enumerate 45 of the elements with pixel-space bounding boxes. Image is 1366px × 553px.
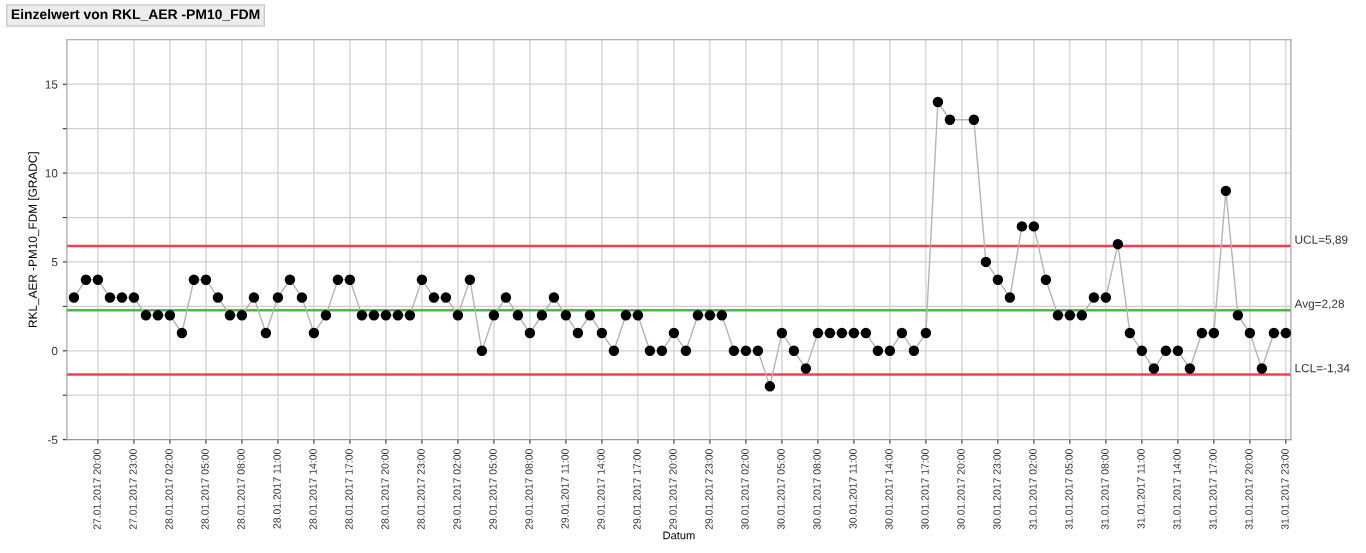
x-axis-title: Datum bbox=[663, 531, 695, 540]
x-tick-label: 28.01.2017 11:00 bbox=[273, 449, 281, 529]
x-tick-label: 31.01.2017 08:00 bbox=[1101, 449, 1109, 530]
x-tick-label: 31.01.2017 17:00 bbox=[1209, 449, 1217, 530]
x-tick-label: 31.01.2017 11:00 bbox=[1137, 449, 1145, 529]
x-tick-label: 28.01.2017 05:00 bbox=[201, 449, 209, 530]
chart-title: Einzelwert von RKL_AER -PM10_FDM bbox=[11, 9, 260, 21]
y-tick-label: 0 bbox=[51, 346, 58, 356]
y-tick-label: 15 bbox=[45, 80, 58, 89]
x-tick-label: 29.01.2017 17:00 bbox=[633, 449, 641, 530]
x-tick-label: 28.01.2017 23:00 bbox=[417, 449, 425, 530]
x-tick-label: 30.01.2017 17:00 bbox=[921, 449, 929, 530]
x-tick-label: 31.01.2017 23:00 bbox=[1281, 449, 1289, 530]
x-tick-label: 30.01.2017 23:00 bbox=[993, 449, 1001, 530]
x-tick-label: 29.01.2017 02:00 bbox=[453, 449, 461, 530]
x-tick-label: 31.01.2017 20:00 bbox=[1245, 449, 1253, 530]
x-tick-label: 28.01.2017 02:00 bbox=[165, 449, 173, 530]
y-tick-label: 5 bbox=[51, 258, 58, 267]
y-tick-label: 10 bbox=[45, 169, 58, 178]
x-tick-label: 29.01.2017 11:00 bbox=[561, 449, 569, 529]
x-tick-label: 31.01.2017 14:00 bbox=[1173, 449, 1181, 530]
x-tick-label: 30.01.2017 20:00 bbox=[957, 449, 965, 530]
x-tick-label: 29.01.2017 14:00 bbox=[597, 449, 605, 530]
ref-line-label: Avg=2,28 bbox=[1294, 299, 1345, 311]
x-tick-label: 28.01.2017 20:00 bbox=[381, 449, 389, 530]
x-tick-label: 27.01.2017 23:00 bbox=[129, 449, 137, 530]
x-tick-label: 28.01.2017 08:00 bbox=[237, 449, 245, 530]
ref-line-label: UCL=5,89 bbox=[1295, 235, 1348, 246]
x-tick-label: 29.01.2017 20:00 bbox=[669, 449, 677, 530]
x-tick-label: 31.01.2017 02:00 bbox=[1029, 449, 1037, 530]
x-tick-label: 27.01.2017 20:00 bbox=[93, 449, 101, 530]
y-tick-label: -5 bbox=[47, 435, 58, 445]
y-axis-title: RKL_AER -PM10_FDM [GRADC] bbox=[28, 152, 40, 327]
x-tick-label: 29.01.2017 23:00 bbox=[705, 449, 713, 530]
x-tick-label: 30.01.2017 11:00 bbox=[849, 449, 857, 529]
x-tick-label: 30.01.2017 08:00 bbox=[813, 449, 821, 530]
x-tick-label: 30.01.2017 02:00 bbox=[741, 449, 749, 530]
x-tick-label: 28.01.2017 14:00 bbox=[309, 449, 317, 530]
x-tick-label: 29.01.2017 05:00 bbox=[489, 449, 497, 530]
x-tick-label: 30.01.2017 05:00 bbox=[777, 449, 785, 530]
x-tick-label: 30.01.2017 14:00 bbox=[885, 449, 893, 530]
x-tick-label: 28.01.2017 17:00 bbox=[345, 449, 353, 530]
ref-line-label: LCL=-1,34 bbox=[1295, 363, 1350, 374]
x-tick-label: 29.01.2017 08:00 bbox=[525, 449, 533, 530]
x-tick-label: 31.01.2017 05:00 bbox=[1065, 449, 1073, 530]
